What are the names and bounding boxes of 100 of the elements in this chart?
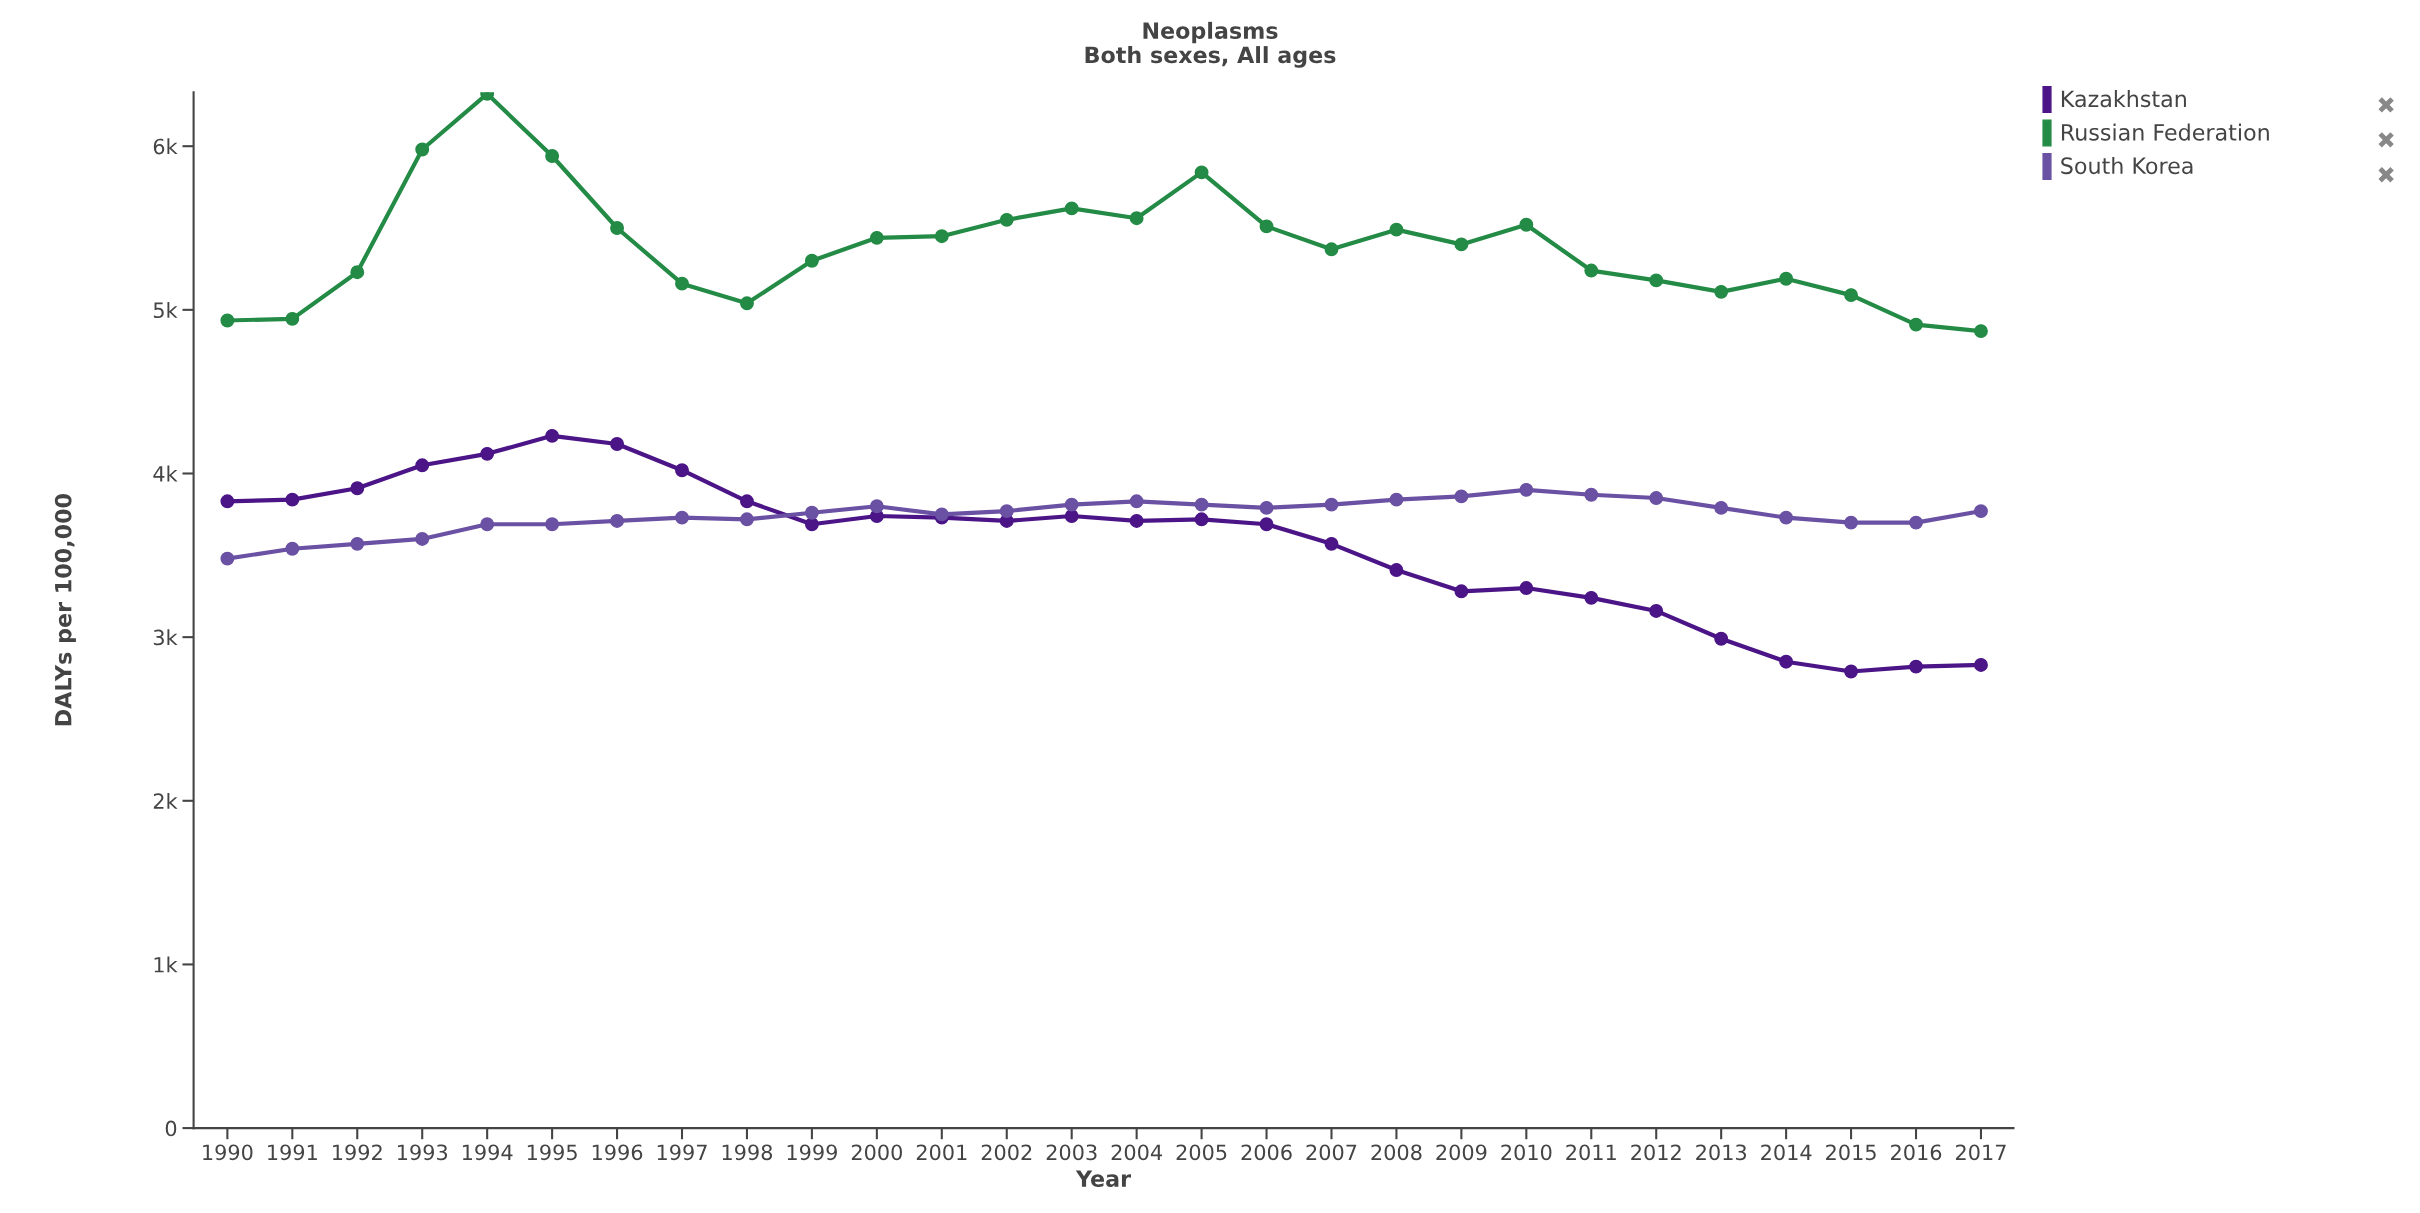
legend-label: South Korea bbox=[2061, 156, 2193, 175]
point bbox=[220, 313, 235, 328]
point bbox=[1779, 271, 1794, 286]
point bbox=[1129, 211, 1144, 226]
point bbox=[1389, 492, 1404, 507]
point bbox=[350, 265, 365, 280]
x-tick-label: 2010 bbox=[1501, 1144, 1552, 1161]
point bbox=[1584, 487, 1599, 502]
x-tick-label: 1995 bbox=[527, 1144, 577, 1161]
y-tick-label: 5k bbox=[153, 301, 178, 319]
chart-title: Neoplasms bbox=[1143, 21, 1278, 44]
x-tick-label: 2006 bbox=[1241, 1144, 1292, 1161]
point bbox=[1259, 500, 1274, 515]
point bbox=[1519, 482, 1534, 497]
x-tick-label: 2004 bbox=[1111, 1144, 1162, 1161]
point bbox=[740, 296, 754, 311]
point bbox=[1584, 263, 1599, 278]
point bbox=[675, 276, 689, 291]
x-tick-label: 2012 bbox=[1631, 1144, 1681, 1161]
x-tick-label: 2017 bbox=[1955, 1144, 2006, 1161]
point bbox=[1454, 237, 1469, 252]
point bbox=[1714, 500, 1729, 515]
point bbox=[1064, 201, 1079, 216]
point bbox=[1129, 494, 1144, 509]
point bbox=[675, 463, 689, 478]
y-tick-label: 3k bbox=[153, 629, 178, 646]
point bbox=[415, 532, 430, 546]
x-tick-label: 2002 bbox=[981, 1144, 1032, 1161]
point bbox=[1779, 510, 1794, 525]
x-tick-label: 1993 bbox=[397, 1144, 448, 1161]
point bbox=[285, 492, 300, 507]
point bbox=[934, 229, 949, 244]
point bbox=[740, 494, 754, 509]
y-tick-label: 4k bbox=[153, 465, 178, 482]
point bbox=[350, 481, 365, 496]
point bbox=[610, 221, 625, 235]
y-axis-title: DALYs per 100,000 bbox=[54, 494, 76, 726]
point bbox=[220, 494, 235, 509]
y-tick-label: 6k bbox=[153, 138, 178, 155]
x-tick-label: 1990 bbox=[203, 1144, 253, 1161]
x-tick-label: 2008 bbox=[1371, 1144, 1422, 1161]
point bbox=[804, 505, 819, 520]
point bbox=[1974, 504, 1988, 519]
point bbox=[999, 504, 1014, 519]
point bbox=[1454, 489, 1469, 504]
legend-label: Russian Federation bbox=[2061, 123, 2269, 141]
point bbox=[1194, 512, 1209, 527]
point bbox=[740, 512, 754, 527]
x-tick-label: 1992 bbox=[333, 1144, 382, 1161]
point bbox=[1974, 324, 1988, 339]
chart-subtitle: Both sexes, All ages bbox=[1085, 46, 1336, 68]
point bbox=[1584, 590, 1599, 605]
y-tick-label: 2k bbox=[153, 792, 178, 809]
point bbox=[1064, 509, 1079, 523]
x-tick-label: 1999 bbox=[787, 1144, 837, 1161]
x-tick-label: 2015 bbox=[1826, 1144, 1876, 1161]
point bbox=[1844, 515, 1859, 530]
x-tick-label: 1998 bbox=[722, 1144, 773, 1161]
point bbox=[610, 514, 625, 528]
point bbox=[1194, 165, 1209, 180]
x-tick-label: 2001 bbox=[916, 1144, 967, 1161]
point bbox=[1714, 631, 1729, 646]
x-tick-label: 1997 bbox=[657, 1144, 707, 1161]
point bbox=[415, 142, 430, 157]
point bbox=[1909, 317, 1923, 332]
x-tick-label: 2007 bbox=[1306, 1144, 1357, 1161]
point bbox=[999, 212, 1014, 227]
x-tick-label: 2014 bbox=[1761, 1144, 1812, 1161]
point bbox=[869, 230, 884, 245]
point bbox=[1389, 222, 1404, 237]
x-axis-title: Year bbox=[1075, 1170, 1131, 1187]
point bbox=[545, 149, 560, 163]
point bbox=[804, 517, 819, 532]
y-tick-label: 1k bbox=[154, 956, 178, 973]
x-tick-label: 2013 bbox=[1696, 1144, 1747, 1161]
x-tick-label: 2000 bbox=[851, 1144, 902, 1161]
x-tick-label: 1994 bbox=[462, 1144, 513, 1161]
y-tick-label: 0 bbox=[165, 1120, 177, 1137]
x-tick-label: 2003 bbox=[1046, 1144, 1097, 1161]
point bbox=[1259, 219, 1274, 234]
point bbox=[869, 499, 884, 514]
point bbox=[1194, 497, 1209, 512]
point bbox=[1324, 536, 1339, 551]
point bbox=[1909, 515, 1923, 530]
point bbox=[1649, 273, 1664, 288]
point bbox=[1064, 497, 1079, 512]
point bbox=[1844, 664, 1859, 679]
point bbox=[1649, 491, 1664, 505]
point bbox=[1519, 581, 1534, 595]
point bbox=[480, 446, 495, 461]
point bbox=[545, 517, 560, 532]
point bbox=[350, 536, 365, 551]
x-tick-label: 1991 bbox=[268, 1144, 317, 1161]
point bbox=[285, 541, 300, 556]
x-tick-label: 1996 bbox=[592, 1144, 643, 1161]
point bbox=[545, 428, 560, 443]
point bbox=[1454, 584, 1469, 599]
legend-label: Kazakhstan bbox=[2061, 90, 2186, 108]
point bbox=[675, 510, 689, 525]
point bbox=[1844, 288, 1859, 303]
